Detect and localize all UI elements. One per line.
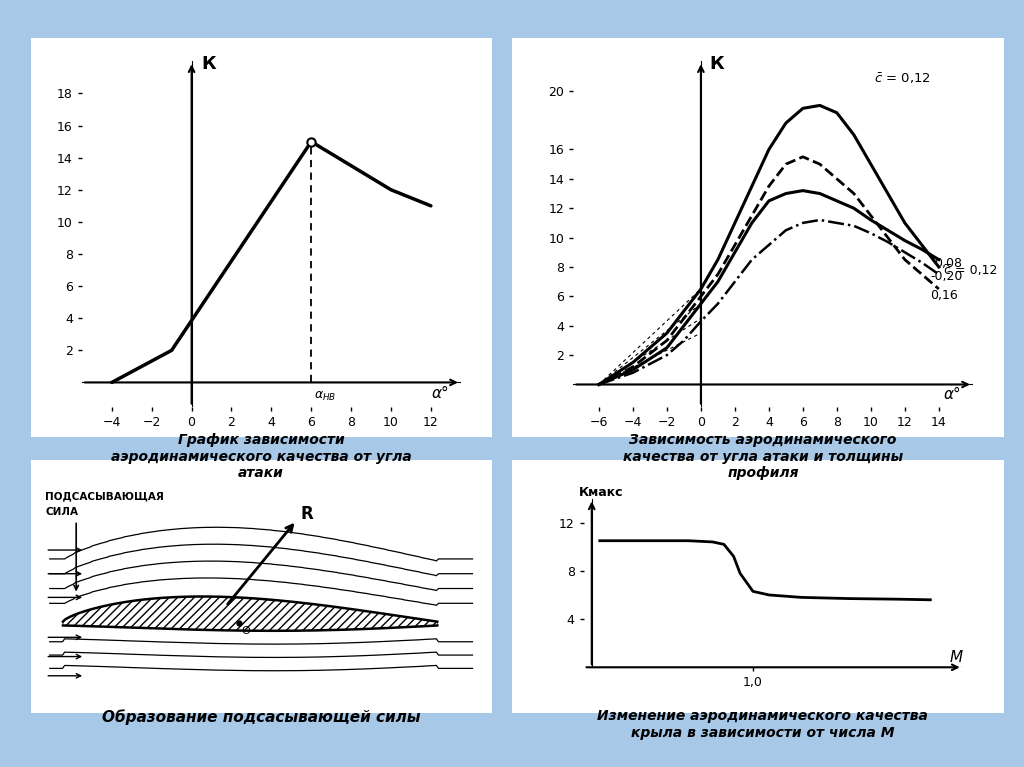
Text: $\bar{c}$ = 0,12: $\bar{c}$ = 0,12 bbox=[874, 72, 931, 87]
Text: ПОДСАСЫВАЮЩАЯ: ПОДСАСЫВАЮЩАЯ bbox=[45, 492, 164, 502]
Text: К: К bbox=[202, 55, 216, 74]
Text: СИЛА: СИЛА bbox=[45, 506, 79, 516]
Text: 0,08: 0,08 bbox=[934, 257, 962, 270]
Text: α°: α° bbox=[432, 387, 450, 401]
Text: Образование подсасывающей силы: Образование подсасывающей силы bbox=[101, 709, 421, 726]
Text: Зависимость аэродинамического
качества от угла атаки и толщины
профиля: Зависимость аэродинамического качества о… bbox=[623, 433, 903, 479]
Polygon shape bbox=[63, 597, 437, 630]
Text: c̅ = 0,12: c̅ = 0,12 bbox=[944, 265, 997, 278]
Text: Изменение аэродинамического качества
крыла в зависимости от числа М: Изменение аэродинамического качества кры… bbox=[597, 709, 929, 739]
Text: Кмакс: Кмакс bbox=[579, 486, 624, 499]
Text: М: М bbox=[949, 650, 963, 666]
Text: R: R bbox=[301, 505, 313, 523]
Text: К: К bbox=[710, 54, 724, 73]
Text: $\alpha_{\mathit{НВ}}$: $\alpha_{\mathit{НВ}}$ bbox=[314, 390, 337, 403]
Text: График зависимости
аэродинамического качества от угла
атаки: График зависимости аэродинамического кач… bbox=[111, 433, 412, 479]
Text: О: О bbox=[242, 627, 250, 637]
Text: -0,20: -0,20 bbox=[931, 270, 963, 283]
Text: α°: α° bbox=[943, 387, 962, 402]
Text: 0,16: 0,16 bbox=[931, 289, 958, 302]
